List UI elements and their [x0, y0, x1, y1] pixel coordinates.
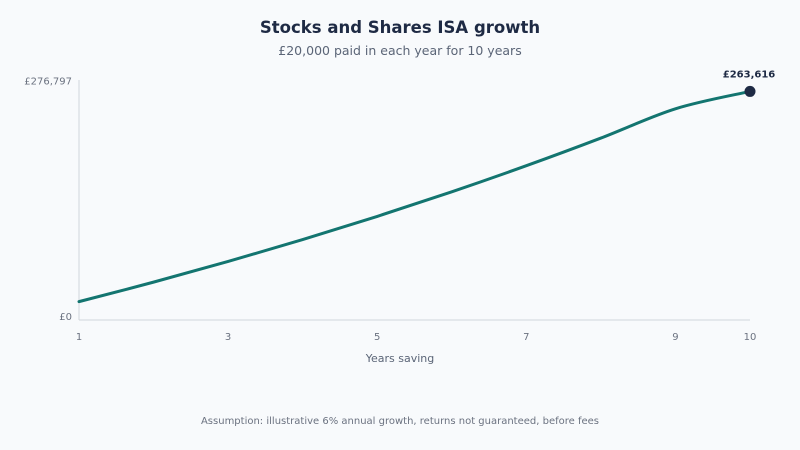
y-tick-label-zero: £0 [59, 312, 72, 323]
end-value-label: £263,616 [723, 69, 776, 80]
chart-title: Stocks and Shares ISA growth [259, 18, 541, 37]
assumption-note: Assumption: illustrative 6% annual growt… [200, 416, 600, 427]
x-axis-title: Years saving [365, 352, 435, 365]
x-tick-labels: 1 3 5 7 9 10 [76, 332, 757, 343]
x-tick-label: 1 [76, 332, 82, 343]
end-point-marker [744, 85, 756, 97]
chart-subtitle: £20,000 paid in each year for 10 years [278, 43, 522, 58]
x-tick-label: 7 [523, 332, 529, 343]
x-tick-label: 10 [744, 332, 757, 343]
x-tick-label: 9 [672, 332, 678, 343]
y-tick-label-max: £276,797 [24, 77, 72, 88]
x-tick-label: 5 [374, 332, 380, 343]
series-line [77, 89, 752, 304]
x-tick-label: 3 [225, 332, 231, 343]
